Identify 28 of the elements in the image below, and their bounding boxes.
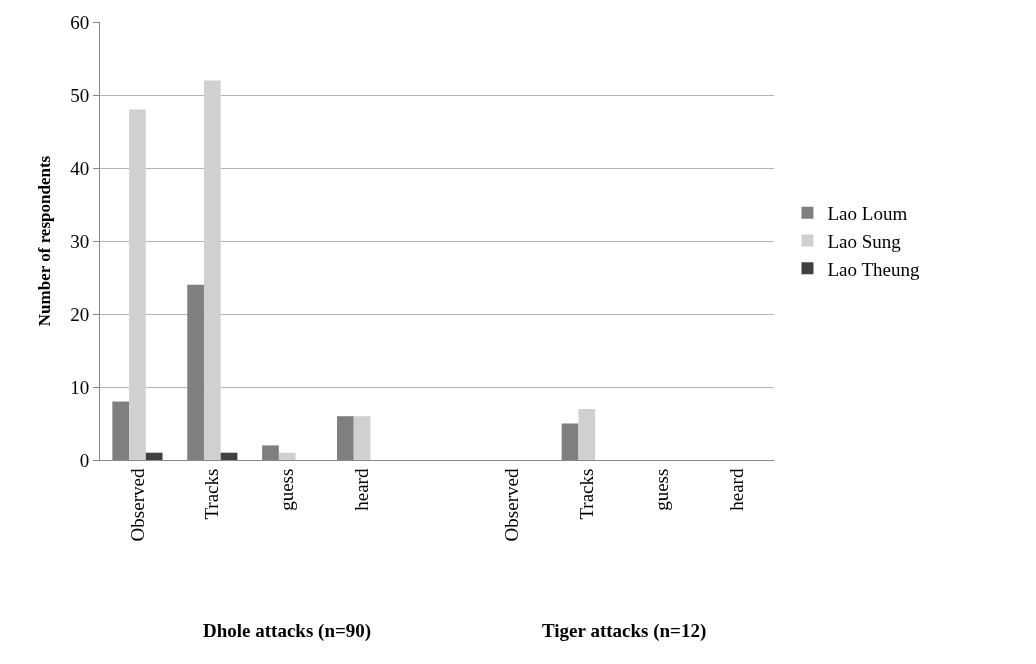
bar (145, 452, 163, 460)
y-tick-label: 50 (70, 84, 90, 106)
text: Dhole attacks (n=90) (203, 620, 372, 642)
y-tick-label: 30 (70, 230, 90, 252)
legend-label: Lao Loum (827, 203, 908, 225)
bar (220, 452, 238, 460)
x-tick-label: guess (650, 468, 672, 511)
legend-label: Lao Sung (827, 230, 902, 252)
legend-label: Lao Theung (827, 258, 920, 280)
bar (278, 452, 296, 460)
y-tick-label: 40 (70, 157, 90, 179)
y-tick-label: 20 (70, 303, 90, 325)
y-tick-label: 0 (79, 449, 90, 471)
x-tick-label: heard (725, 468, 747, 511)
x-tick-label: Tracks (575, 468, 597, 520)
bar (203, 80, 221, 460)
y-tick-label: 60 (70, 11, 90, 33)
bar (578, 408, 596, 460)
y-tick-label: 10 (70, 376, 90, 398)
x-tick-label: guess (276, 468, 298, 511)
bar (353, 416, 371, 460)
y-axis-title: Number of respondents (34, 155, 54, 327)
x-tick-label: heard (351, 468, 373, 511)
text: Tiger attacks (n=12) (542, 620, 707, 642)
x-tick-label: Observed (501, 468, 523, 542)
x-tick-label: Observed (126, 468, 148, 542)
x-tick-label: Tracks (201, 468, 223, 520)
bar (129, 109, 146, 460)
